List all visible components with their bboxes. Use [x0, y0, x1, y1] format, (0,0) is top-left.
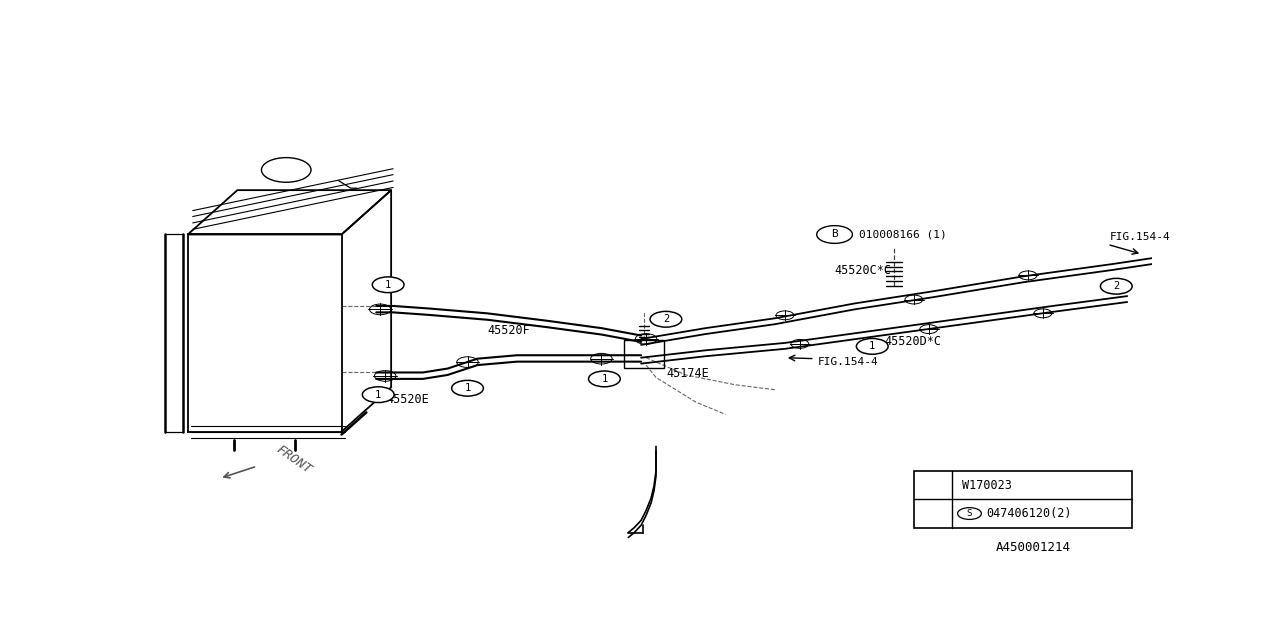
Text: 2: 2: [929, 509, 936, 518]
Text: 1: 1: [375, 390, 381, 399]
Text: 047406120(2): 047406120(2): [987, 507, 1071, 520]
Text: A450001214: A450001214: [996, 541, 1070, 554]
Circle shape: [920, 479, 946, 492]
Circle shape: [856, 339, 888, 355]
Circle shape: [650, 312, 682, 327]
Text: 45520C*C: 45520C*C: [835, 264, 892, 277]
Circle shape: [957, 508, 982, 520]
Text: 1: 1: [465, 383, 471, 393]
Text: 1: 1: [385, 280, 392, 290]
Text: 45174E: 45174E: [666, 367, 709, 380]
Circle shape: [362, 387, 394, 403]
Text: 2: 2: [1114, 281, 1120, 291]
Text: B: B: [831, 230, 838, 239]
Circle shape: [1101, 278, 1133, 294]
Bar: [914, 471, 1132, 528]
Circle shape: [920, 507, 946, 520]
Text: FIG.154-4: FIG.154-4: [1110, 232, 1170, 242]
Text: 1: 1: [869, 341, 876, 351]
Circle shape: [817, 226, 852, 243]
Text: 2: 2: [663, 314, 669, 324]
Circle shape: [589, 371, 621, 387]
Text: W170023: W170023: [961, 479, 1011, 492]
Text: 45520D*C: 45520D*C: [884, 335, 941, 348]
Text: FRONT: FRONT: [274, 443, 315, 477]
Text: 010008166 (1): 010008166 (1): [859, 230, 947, 239]
Text: 45520E: 45520E: [387, 393, 429, 406]
Text: 45520F: 45520F: [488, 324, 530, 337]
Text: S: S: [966, 509, 972, 518]
Circle shape: [372, 277, 404, 292]
Text: FIG.154-4: FIG.154-4: [818, 356, 878, 367]
Text: 1: 1: [602, 374, 608, 384]
Bar: [625, 340, 664, 367]
Text: 1: 1: [929, 480, 936, 490]
Circle shape: [452, 380, 484, 396]
